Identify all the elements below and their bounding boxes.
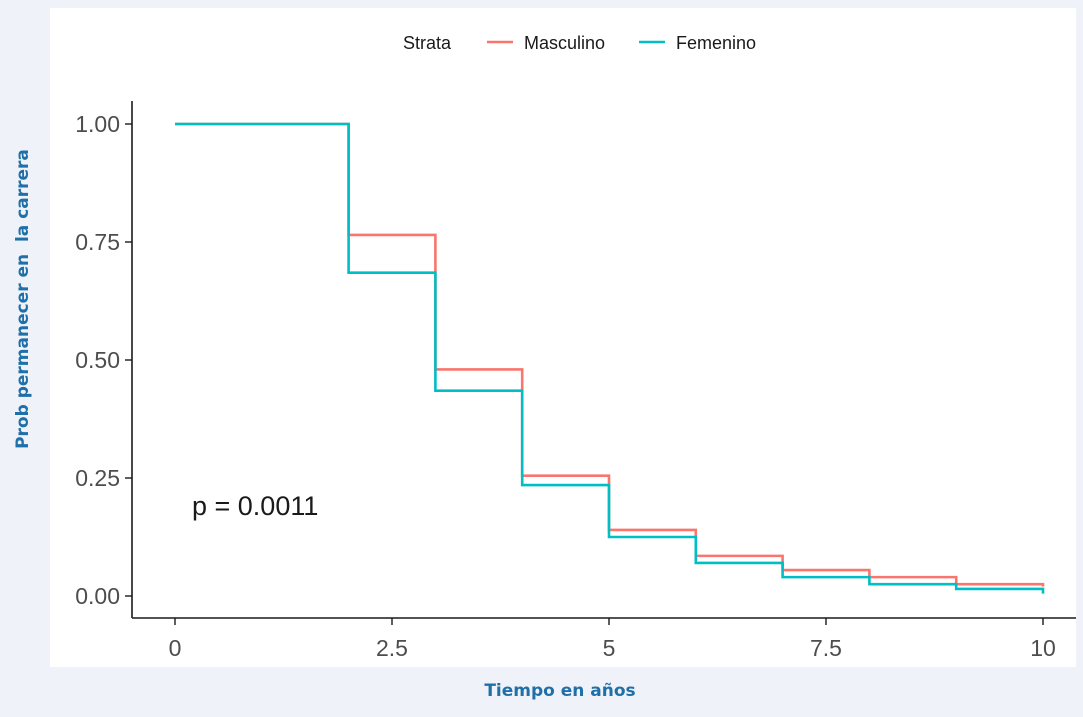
km-chart: Strata Masculino Femenino 0.00 0.25 0.50 0.7… [75, 33, 1076, 661]
x-tick-label: 0 [169, 635, 182, 661]
x-tick-label: 7.5 [810, 635, 842, 661]
axes: 0.00 0.25 0.50 0.75 1.00 0 2.5 5 7.5 10 [75, 101, 1076, 661]
y-tick-label: 0.75 [75, 229, 120, 255]
legend-label-masculino: Masculino [524, 33, 605, 53]
series-line-masculino [175, 122, 1045, 587]
legend-title: Strata [403, 33, 452, 53]
x-tick-label: 5 [603, 635, 616, 661]
x-tick-label: 2.5 [376, 635, 408, 661]
legend: Strata Masculino Femenino [403, 33, 756, 53]
p-value-annotation: p = 0.0011 [192, 491, 318, 521]
series-lines [175, 122, 1045, 594]
y-axis-label: Prob permanecer en la carrera [13, 149, 33, 449]
y-tick-label: 1.00 [75, 111, 120, 137]
y-tick-label: 0.25 [75, 465, 120, 491]
y-tick-label: 0.50 [75, 347, 120, 373]
x-tick-label: 10 [1030, 635, 1056, 661]
series-line-femenino [175, 122, 1045, 594]
x-axis-label: Tiempo en años [484, 681, 636, 701]
legend-label-femenino: Femenino [676, 33, 756, 53]
plot-panel: Strata Masculino Femenino 0.00 0.25 0.50 0.7… [50, 8, 1076, 667]
y-tick-label: 0.00 [75, 583, 120, 609]
